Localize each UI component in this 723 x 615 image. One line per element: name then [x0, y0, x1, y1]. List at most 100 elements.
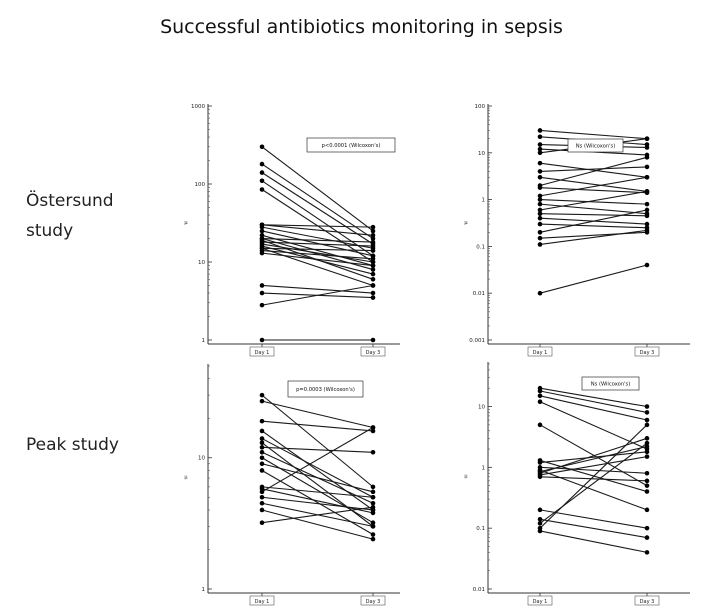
annotation-text: Ns (Wilcoxon's): [576, 144, 616, 150]
data-point-day3: [370, 425, 376, 430]
data-point-day3: [370, 277, 376, 282]
data-point-day1: [537, 185, 543, 190]
annotation-box: [306, 137, 396, 153]
data-point-day1: [259, 418, 265, 424]
data-point-day1: [537, 221, 543, 227]
pair-line: [261, 486, 374, 498]
data-point-day3: [644, 444, 650, 449]
data-point-day3: [370, 428, 376, 434]
data-point-day1: [537, 207, 543, 213]
pair-line: [261, 245, 374, 275]
pair-line: [261, 243, 374, 263]
x-tick-box: [634, 346, 660, 357]
pair-line: [261, 180, 374, 257]
pair-line: [539, 203, 648, 215]
y-axis-label: µ: [464, 474, 468, 480]
pair-line: [539, 190, 648, 211]
data-point-day3: [370, 532, 376, 537]
data-point-day1: [537, 174, 543, 180]
chart-panel-1: 1 10 100 1000 µ Day 1 Day 3 p<0.0001 (Wilcoxon'…: [184, 104, 400, 357]
data-point-day1: [537, 290, 543, 296]
data-point-day1: [259, 450, 265, 455]
data-point-day3: [644, 213, 650, 219]
annotation-box: [567, 138, 624, 153]
data-point-day1: [259, 461, 265, 467]
data-point-day1: [259, 468, 265, 473]
data-point-day1: [259, 161, 265, 167]
data-point-day3: [370, 290, 376, 296]
pair-line: [539, 509, 648, 529]
data-point-day3: [370, 267, 376, 272]
data-point-day3: [644, 449, 650, 455]
y-tick-label: 1: [482, 465, 486, 471]
data-point-day3: [370, 228, 376, 234]
data-point-day1: [537, 169, 543, 174]
x-tick-label: Day 3: [640, 599, 655, 605]
pair-line: [261, 430, 374, 511]
y-tick-label: 0.1: [476, 244, 485, 250]
data-point-day1: [259, 144, 265, 150]
data-point-day1: [259, 250, 265, 256]
pair-line: [539, 387, 648, 408]
pair-line: [539, 437, 648, 474]
data-point-day1: [259, 187, 265, 192]
data-point-day3: [644, 507, 650, 513]
y-tick-label: 0.01: [473, 587, 485, 593]
x-tick-label: Day 3: [640, 350, 655, 356]
data-point-day3: [644, 164, 650, 170]
data-point-day3: [370, 524, 376, 529]
data-point-day3: [644, 478, 650, 484]
data-point-day1: [537, 393, 543, 399]
data-point-day1: [537, 528, 543, 534]
data-point-day3: [644, 262, 650, 268]
data-point-day1: [259, 489, 265, 495]
x-tick-box: [527, 595, 553, 606]
data-point-day3: [370, 504, 376, 510]
y-tick-label: 1: [202, 338, 206, 344]
pair-line: [261, 247, 374, 287]
annotation-box: [287, 380, 364, 398]
pair-line: [539, 469, 648, 511]
data-point-day1: [259, 232, 265, 238]
data-point-day3: [370, 248, 376, 253]
data-point-day1: [259, 224, 265, 230]
pair-line: [261, 463, 374, 493]
chart-panel-4: 0.01 0.1 1 10 µ Day 1 Day 3 Ns (Wilcoxon's): [464, 362, 690, 606]
pair-line: [261, 146, 374, 232]
pair-line: [261, 427, 374, 493]
data-point-day1: [259, 440, 265, 446]
data-point-day1: [537, 474, 543, 480]
data-point-day3: [370, 489, 376, 495]
y-axis-label: µ: [464, 220, 468, 226]
data-point-day1: [259, 520, 265, 525]
data-point-day3: [370, 224, 376, 230]
annotation-text: p<0.0001 (Wilcoxon's): [322, 143, 381, 149]
data-point-day3: [370, 484, 376, 490]
data-point-day1: [537, 128, 543, 133]
data-point-day3: [644, 470, 650, 476]
data-point-day3: [370, 494, 376, 500]
x-tick-box: [634, 595, 660, 606]
data-point-day3: [644, 404, 650, 409]
y-tick-label: 100: [195, 182, 206, 188]
data-point-day1: [537, 160, 543, 166]
y-tick-label: 10: [478, 405, 485, 411]
pair-line: [539, 176, 648, 197]
data-point-day1: [537, 242, 543, 247]
annotation-text: Ns (Wilcoxon's): [591, 382, 631, 388]
x-tick-label: Day 1: [255, 350, 270, 356]
data-point-day3: [644, 440, 650, 446]
data-point-day1: [259, 455, 265, 461]
data-point-day3: [644, 525, 650, 531]
y-tick-label: 0.001: [469, 338, 485, 344]
data-point-day1: [259, 337, 265, 343]
pair-line: [539, 166, 648, 172]
data-point-day3: [644, 483, 650, 488]
data-point-day1: [259, 392, 265, 398]
pair-line: [539, 518, 648, 539]
pair-line: [539, 229, 648, 246]
pair-line: [539, 476, 648, 482]
data-point-day1: [259, 494, 265, 500]
data-point-day3: [644, 221, 650, 227]
data-point-day1: [537, 134, 543, 140]
